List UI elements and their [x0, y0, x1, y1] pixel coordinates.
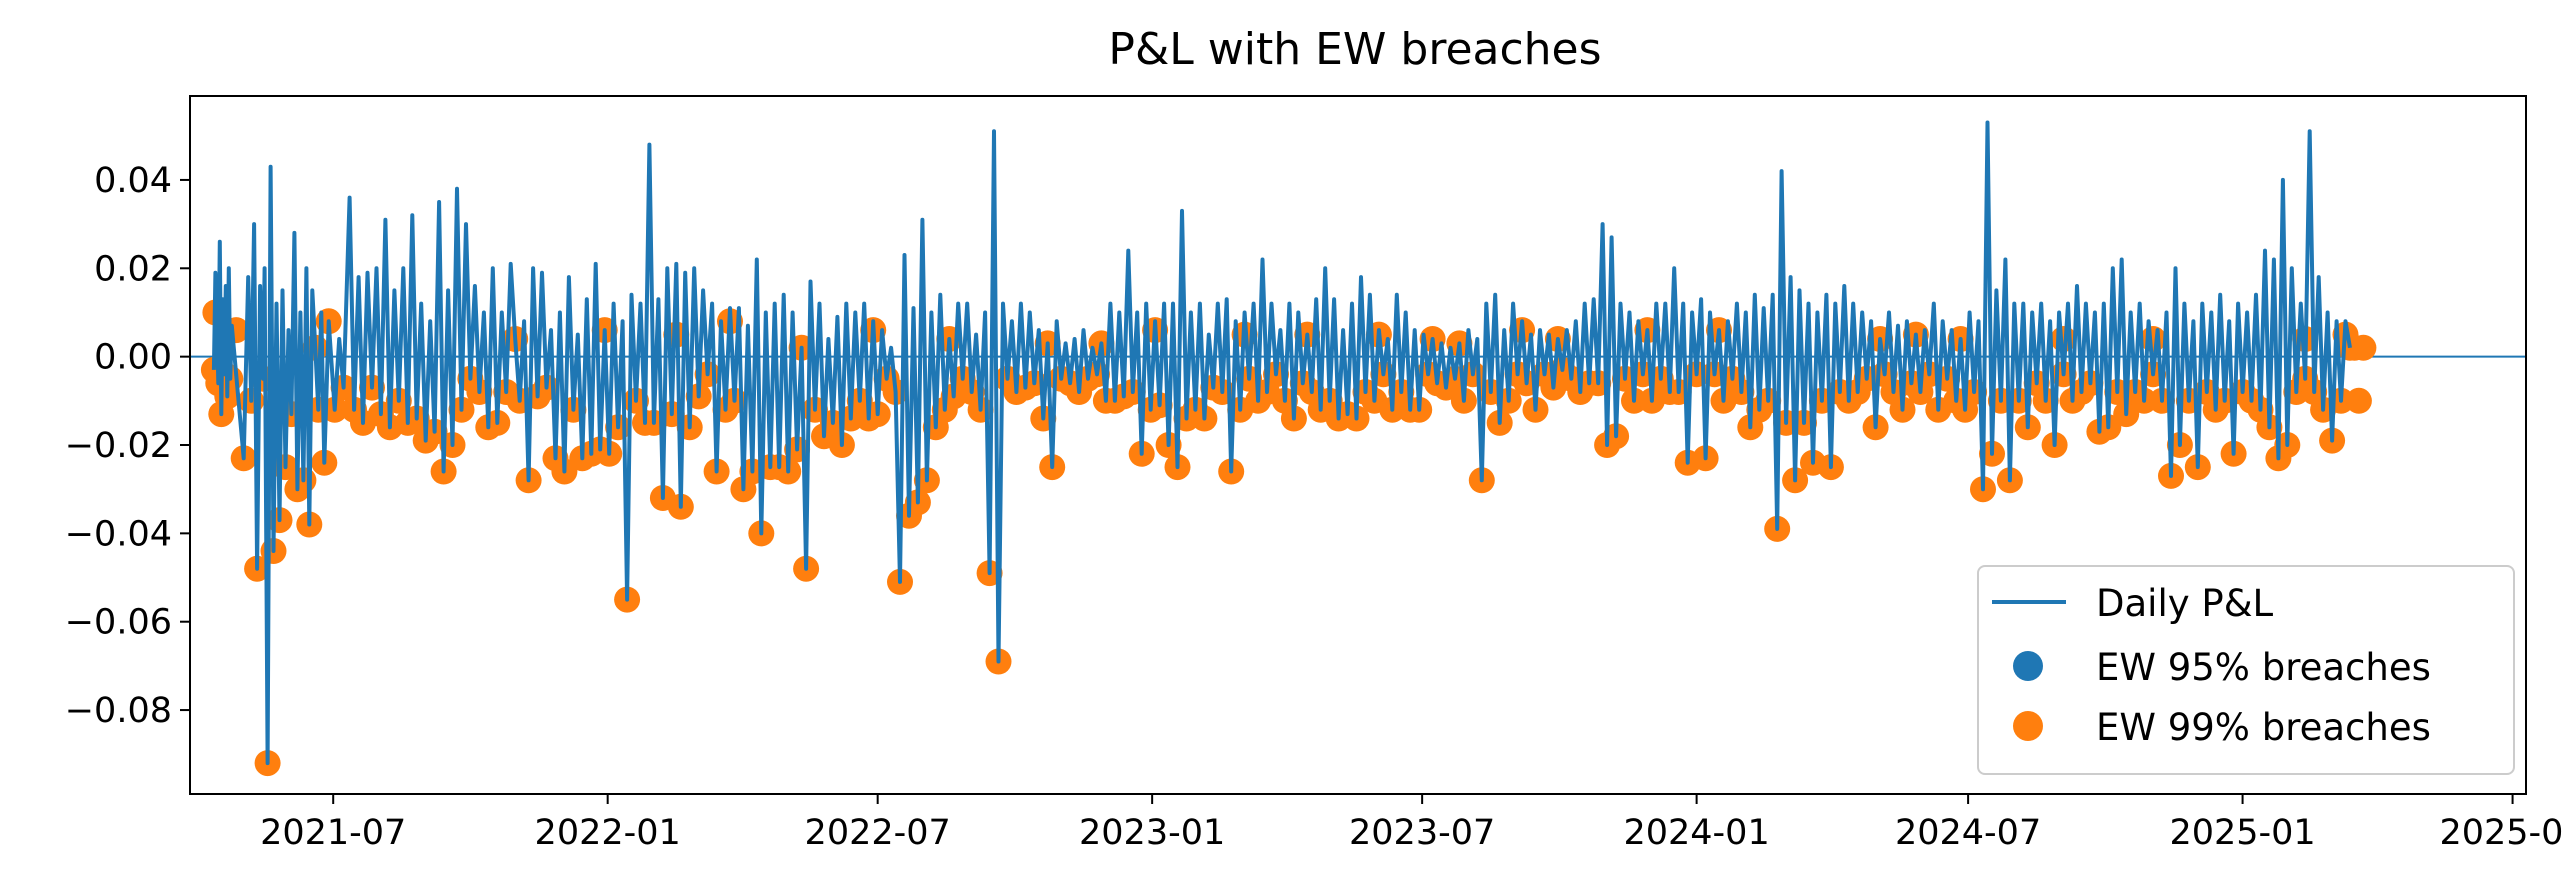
- legend-box: [1977, 565, 2515, 775]
- y-tick-label: 0.04: [94, 161, 172, 201]
- legend-marker-ew95: [2013, 651, 2043, 681]
- x-tick-label: 2022-01: [535, 813, 681, 853]
- legend-marker-ew99: [2013, 711, 2043, 741]
- chart-title: P&L with EW breaches: [1108, 24, 1601, 75]
- y-tick-label: −0.02: [65, 426, 172, 466]
- legend-label-ew95: EW 95% breaches: [2096, 646, 2431, 689]
- ew99-breach-point: [2140, 326, 2167, 352]
- y-tick-label: −0.04: [65, 514, 172, 554]
- legend: Daily P&L EW 95% breaches EW 99% breache…: [1977, 565, 2515, 775]
- legend-label-ew99: EW 99% breaches: [2096, 706, 2431, 749]
- y-tick-label: 0.02: [94, 249, 172, 289]
- y-tick-label: 0.00: [94, 338, 172, 378]
- x-tick-label: 2025-01: [2169, 813, 2315, 853]
- plot-area: [190, 120, 2526, 777]
- x-tick-label: 2022-07: [805, 813, 951, 853]
- x-axis: 2021-07 2022-01 2022-07 2023-01 2023-07 2024-…: [260, 794, 2562, 853]
- x-tick-label: 2024-07: [1895, 813, 2041, 853]
- y-axis: 0.04 0.02 0.00 −0.02 −0.04 −0.06 −0.08: [65, 161, 190, 731]
- y-tick-label: −0.08: [65, 691, 172, 731]
- x-tick-label: 2025-07: [2439, 813, 2562, 853]
- x-tick-label: 2021-07: [260, 813, 406, 853]
- x-tick-label: 2023-01: [1079, 813, 1225, 853]
- x-tick-label: 2023-07: [1349, 813, 1495, 853]
- legend-label-daily-pnl: Daily P&L: [2096, 582, 2274, 625]
- x-tick-label: 2024-01: [1623, 813, 1769, 853]
- ew99-breach-point: [2345, 387, 2372, 414]
- ew99-breach-point: [2350, 334, 2377, 361]
- daily-pnl-line: [211, 120, 2352, 766]
- y-tick-label: −0.06: [65, 603, 172, 643]
